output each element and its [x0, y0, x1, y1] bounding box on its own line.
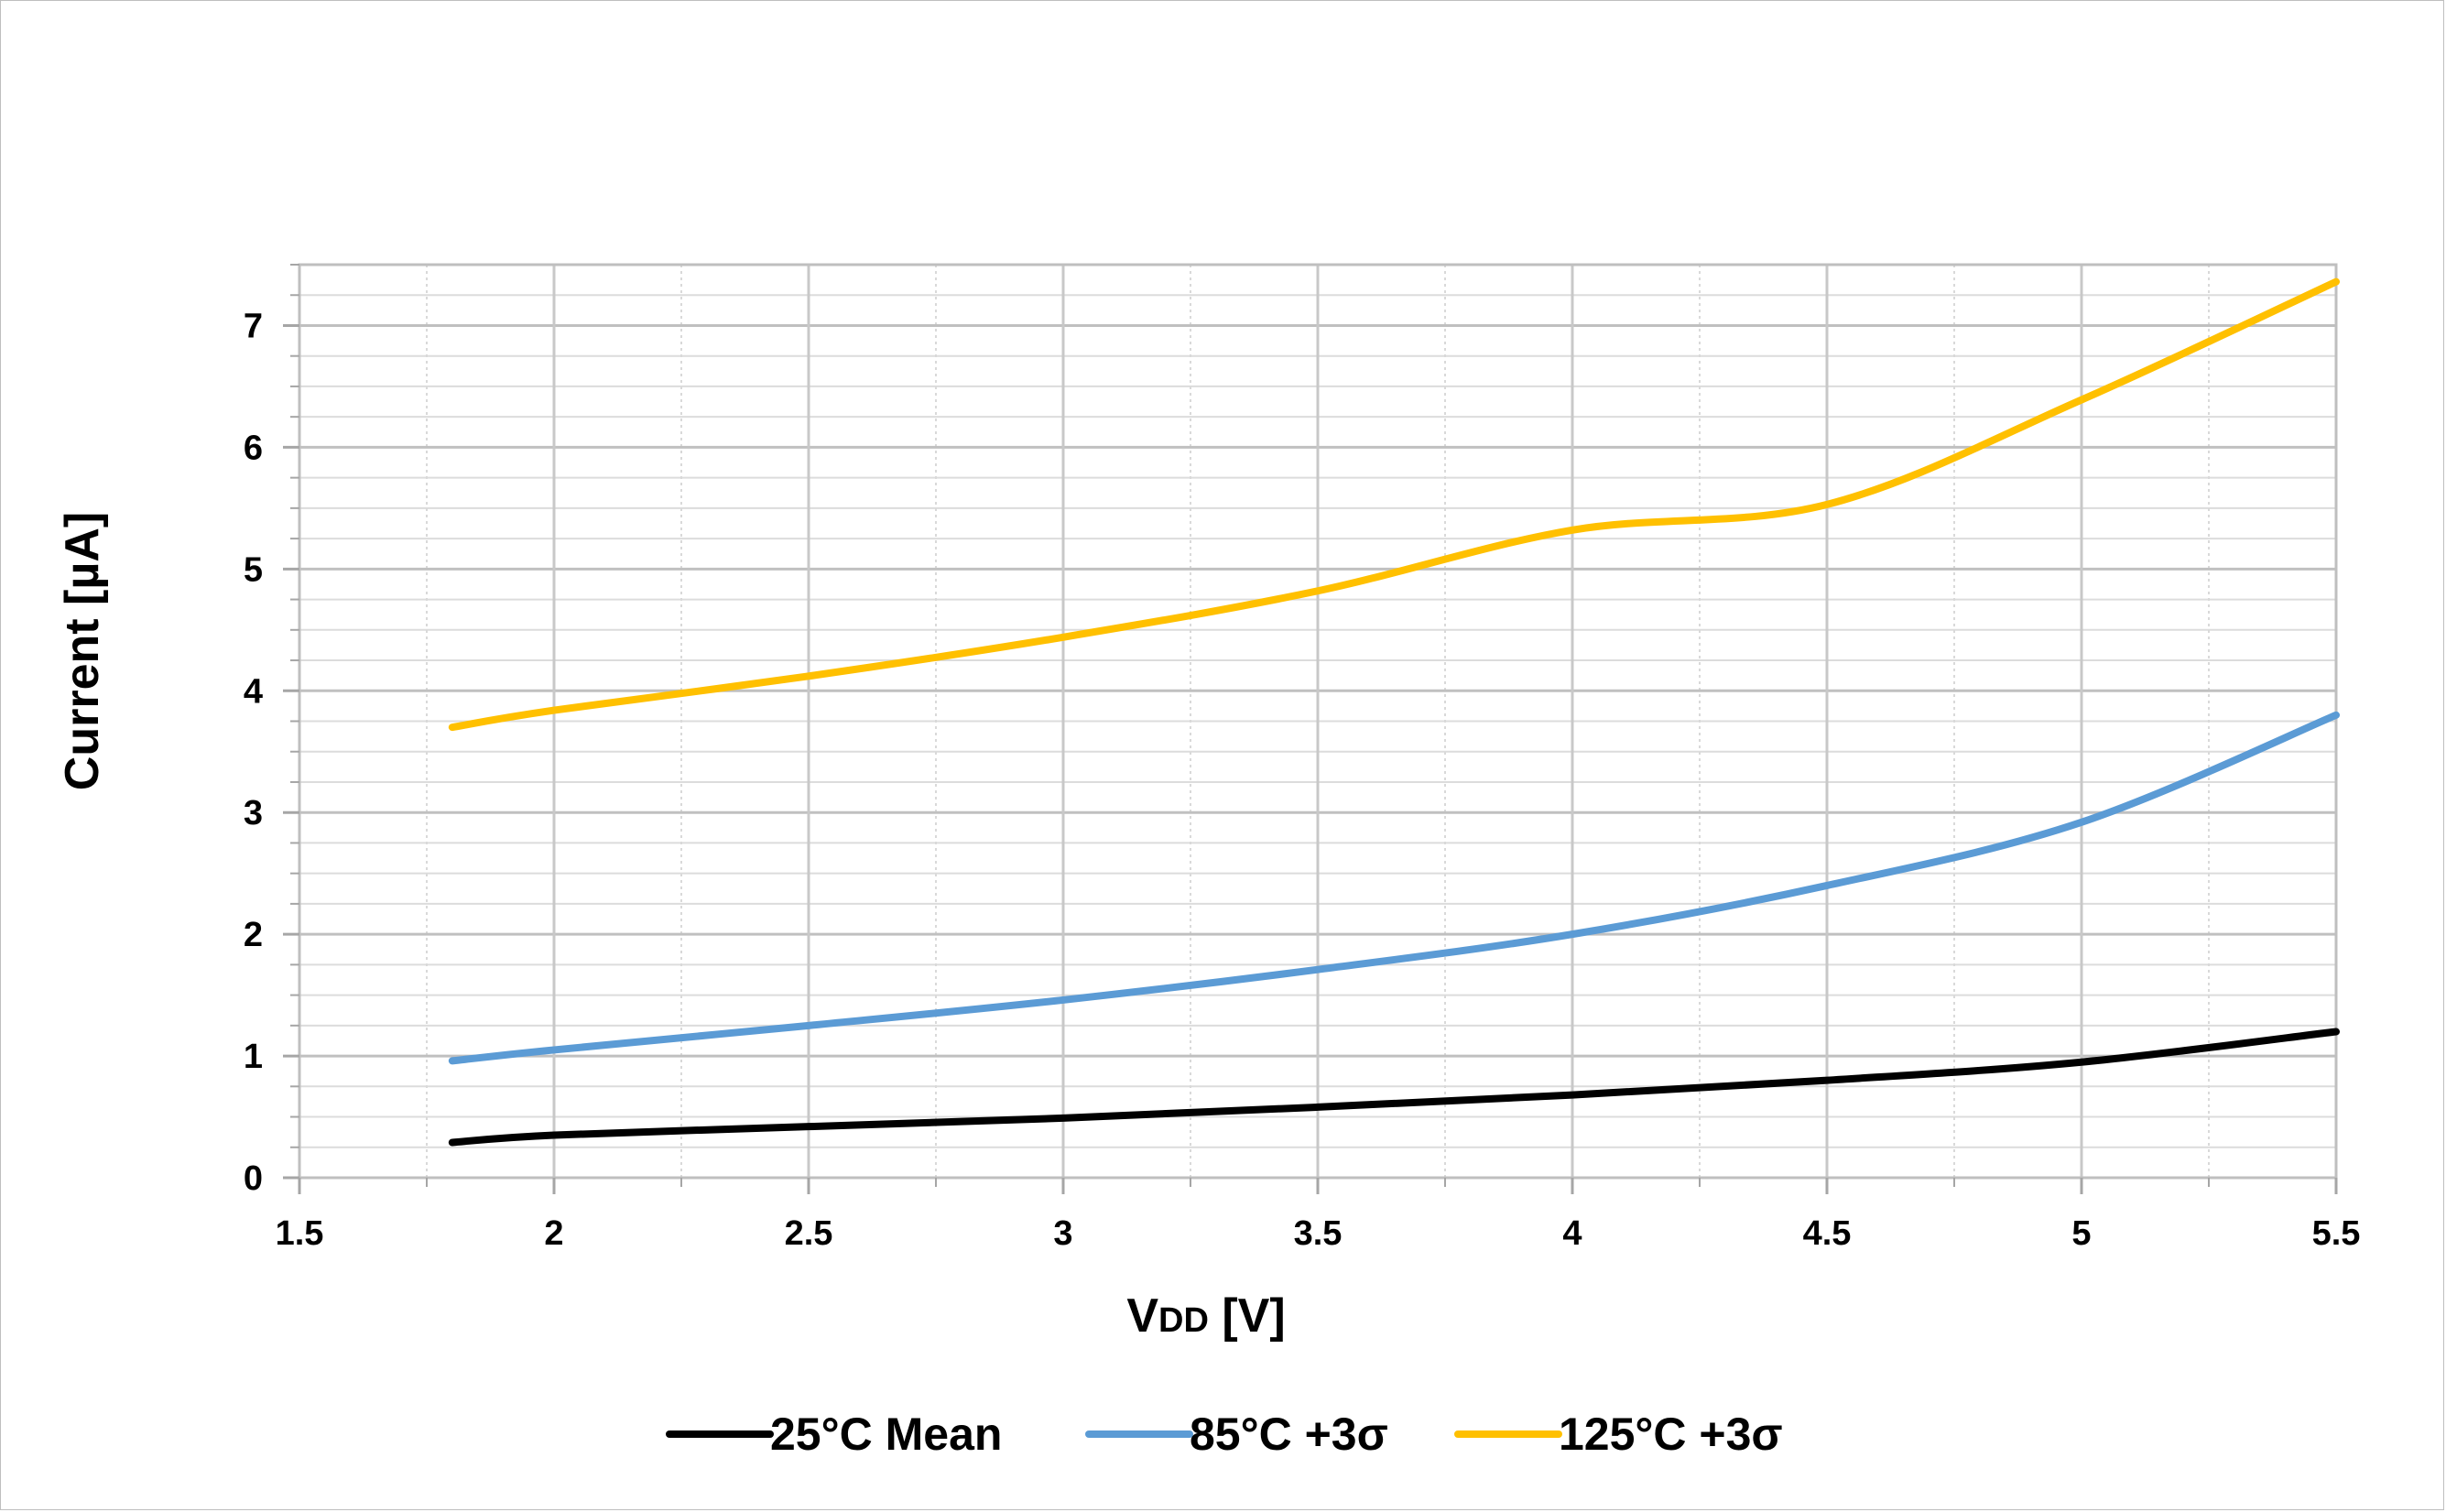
x-tick-label: 5.5: [2312, 1214, 2361, 1253]
x-axis-tick-marks: [298, 1178, 2338, 1194]
x-tick-label: 4: [1562, 1214, 1582, 1253]
y-tick-label: 7: [244, 307, 263, 345]
y-tick-label: 1: [244, 1038, 263, 1076]
series-line-0: [448, 1028, 2340, 1147]
x-tick-label: 5: [2071, 1214, 2091, 1253]
y-tick-label: 6: [244, 429, 263, 467]
y-axis-title: Current [µA]: [56, 512, 109, 790]
y-tick-label: 2: [244, 916, 263, 954]
x-axis-tick-labels: 1.5 2 2.5 3 3.5 4 4.5 5 5.5: [276, 1214, 2361, 1253]
x-axis-title-subscript: DD: [1158, 1301, 1209, 1340]
x-tick-label: 3.5: [1294, 1214, 1343, 1253]
legend-label: 25°C Mean: [770, 1409, 1002, 1460]
x-tick-label: 1.5: [276, 1214, 324, 1253]
y-tick-label: 3: [244, 794, 263, 832]
series-lines: [448, 277, 2340, 1147]
y-tick-label: 0: [244, 1159, 263, 1198]
series-line-2: [448, 277, 2340, 732]
x-axis-title-unit: [V]: [1209, 1289, 1286, 1343]
legend-label: 85°C +3σ: [1190, 1409, 1388, 1460]
x-tick-label: 2.5: [785, 1214, 833, 1253]
x-tick-label: 2: [544, 1214, 563, 1253]
x-tick-label: 3: [1053, 1214, 1072, 1253]
y-axis-tick-marks: [283, 264, 299, 1180]
legend-label: 125°C +3σ: [1559, 1409, 1783, 1460]
series-line-1: [448, 711, 2340, 1065]
y-tick-label: 4: [244, 672, 263, 711]
y-tick-label: 5: [244, 550, 263, 589]
x-axis-title-main: V: [1126, 1289, 1158, 1343]
x-tick-label: 4.5: [1803, 1214, 1852, 1253]
y-axis-tick-labels: 0 1 2 3 4 5 6 7: [244, 307, 263, 1198]
x-axis-title: VDD [V]: [1126, 1289, 1285, 1343]
legend: 25°C Mean 85°C +3σ 125°C +3σ: [666, 1409, 1783, 1460]
